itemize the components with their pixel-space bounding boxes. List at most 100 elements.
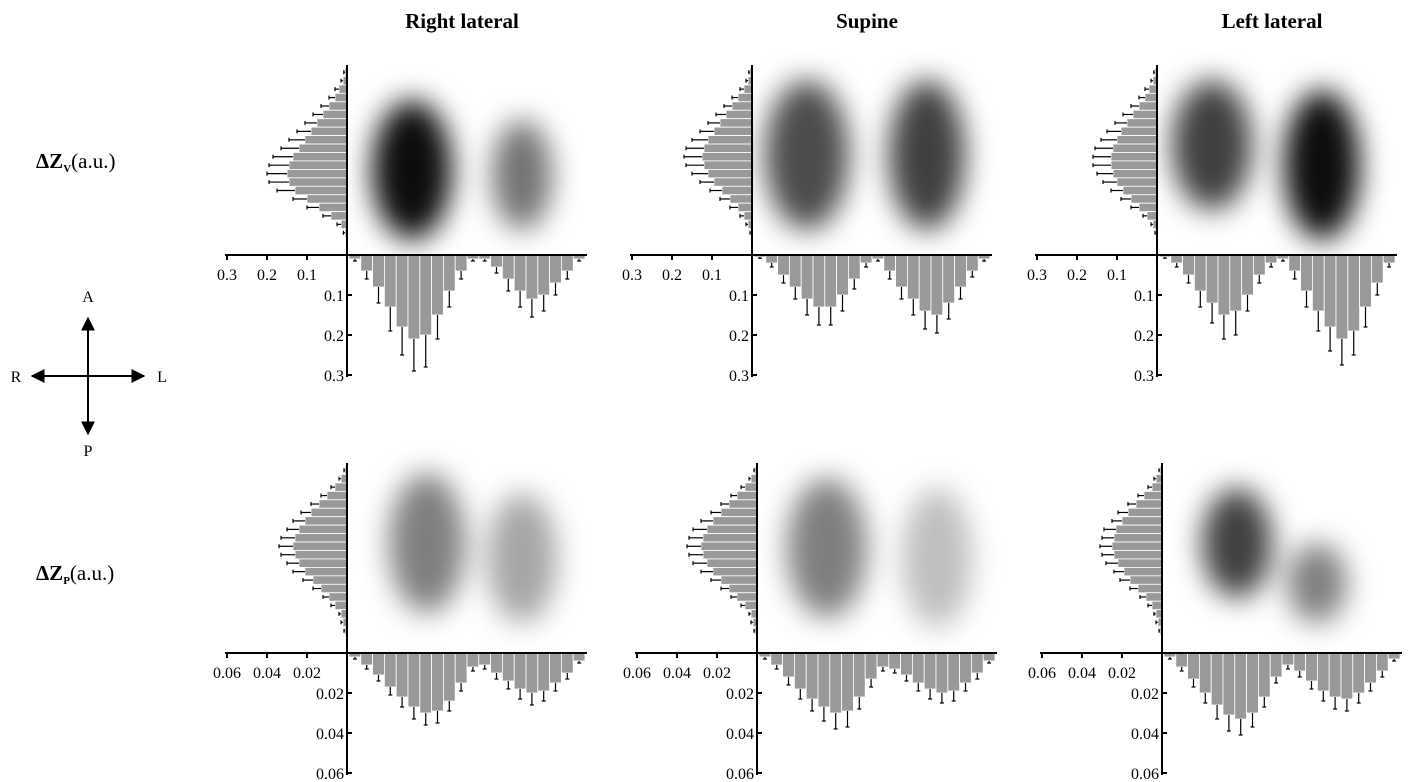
lung <box>787 478 867 618</box>
x-tick-label: 0.06 <box>1028 665 1056 682</box>
bar <box>1120 126 1158 137</box>
bar <box>703 143 753 153</box>
lung <box>765 80 849 230</box>
bar <box>306 194 348 204</box>
bar <box>918 254 932 312</box>
bar <box>501 254 515 280</box>
y-tick-label: 0.3 <box>1134 368 1154 385</box>
bar <box>707 168 753 179</box>
y-tick-label: 0.04 <box>316 726 344 743</box>
y-tick-label: 0.1 <box>729 288 749 305</box>
bar <box>1222 652 1236 716</box>
bar <box>1122 185 1158 196</box>
bar <box>841 652 854 712</box>
bar <box>731 101 753 111</box>
bar <box>330 211 348 221</box>
bar <box>743 84 753 94</box>
bar <box>888 652 901 670</box>
bar <box>736 592 758 602</box>
row-label-main: ΔZ <box>36 149 63 173</box>
lung-image <box>372 100 552 240</box>
bar <box>942 254 955 304</box>
bar <box>736 490 758 501</box>
y-tick-label: 0.2 <box>729 328 749 345</box>
bar <box>1112 143 1158 153</box>
bar <box>848 254 861 280</box>
row-label: ΔZP(a.u.) <box>36 561 114 587</box>
x-tick-label: 0.1 <box>1107 267 1127 284</box>
panel: 0.02 0.04 0.06 0.02 0.04 0.06 <box>213 463 587 782</box>
bar <box>725 109 753 120</box>
bar <box>1148 84 1158 94</box>
bar <box>706 558 758 568</box>
lung <box>1202 488 1272 598</box>
lung-image <box>1172 80 1360 240</box>
bar <box>334 482 348 492</box>
bar <box>372 652 385 676</box>
bar <box>1194 254 1207 292</box>
bar <box>1170 254 1184 264</box>
bar <box>729 194 753 204</box>
x-tick-label: 0.3 <box>217 267 237 284</box>
bar <box>706 524 758 535</box>
bar <box>1347 254 1361 332</box>
bar <box>1187 652 1200 680</box>
bar <box>1335 254 1349 340</box>
bar <box>1182 254 1195 276</box>
bar <box>1116 135 1158 145</box>
bar <box>490 652 503 674</box>
lung-image <box>787 478 972 628</box>
bar <box>288 177 348 187</box>
orientation-label: P <box>84 443 93 460</box>
bar <box>1359 254 1372 308</box>
bar <box>294 550 348 560</box>
column-title: Supine <box>836 9 898 33</box>
panel: 0.02 0.04 0.06 0.02 0.04 0.06 <box>623 463 997 782</box>
bar <box>419 652 432 714</box>
bar <box>1123 567 1163 577</box>
bar <box>1137 583 1163 594</box>
bar <box>883 254 896 272</box>
bar <box>1340 652 1354 700</box>
lung-image <box>389 473 557 623</box>
x-tick-label: 0.3 <box>622 267 642 284</box>
bar <box>702 550 758 560</box>
x-tick-label: 0.04 <box>253 665 281 682</box>
bar <box>1138 202 1158 213</box>
row-label-sub: P <box>63 575 70 587</box>
bar <box>320 583 348 594</box>
bar <box>383 254 397 308</box>
bar <box>707 135 753 145</box>
bar <box>859 254 873 264</box>
lung <box>487 493 557 623</box>
lung <box>492 120 552 230</box>
y-tick-label: 0.2 <box>324 328 344 345</box>
bar <box>853 652 866 698</box>
bar <box>298 558 348 568</box>
bar <box>1132 109 1158 120</box>
bar <box>719 118 753 128</box>
row-label-sub: V <box>63 163 71 175</box>
bar <box>737 92 753 103</box>
bar <box>805 652 819 700</box>
y-tick-label: 0.06 <box>316 766 344 782</box>
bar <box>947 652 960 692</box>
bar <box>501 652 515 682</box>
bar <box>864 652 878 680</box>
bar <box>700 541 758 551</box>
bar <box>817 652 831 708</box>
lung-image <box>1202 488 1347 623</box>
bar <box>395 254 409 328</box>
bar <box>1121 516 1163 526</box>
bar <box>419 254 432 336</box>
bar <box>1175 652 1189 668</box>
x-tick-label: 0.04 <box>663 665 691 682</box>
lung <box>1172 80 1252 210</box>
bar <box>537 652 550 692</box>
bar <box>812 254 826 308</box>
y-tick-label: 0.3 <box>729 368 749 385</box>
bar <box>959 652 972 684</box>
bar <box>513 652 527 690</box>
bar <box>1110 152 1158 162</box>
bar <box>1110 160 1158 170</box>
